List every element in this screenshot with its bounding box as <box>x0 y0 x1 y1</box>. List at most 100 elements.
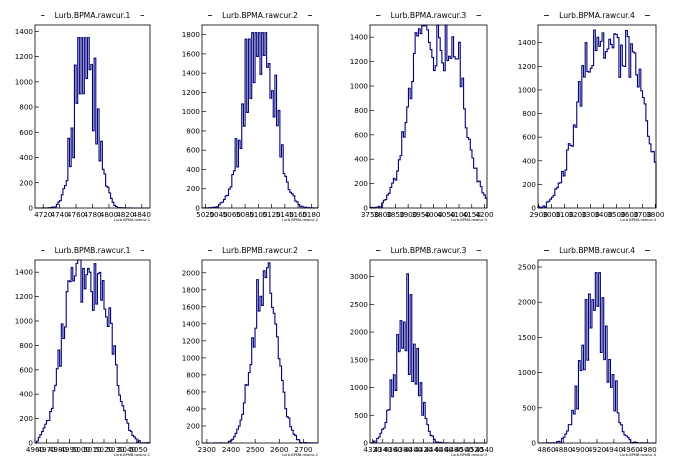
x-tick-label: 4840 <box>133 210 152 219</box>
x-tick-label: 4340 <box>374 445 393 454</box>
x-tick-label: 5160 <box>289 210 308 219</box>
y-tick-label: 2000 <box>518 298 537 307</box>
x-tick-label: 3400 <box>594 210 613 219</box>
x-axis-label: Lurb.BPMB.rawcur.2 <box>282 453 318 457</box>
x-tick-label: 2500 <box>246 445 265 454</box>
x-tick-label: 4960 <box>26 445 45 454</box>
x-tick-label: 5100 <box>249 210 268 219</box>
title-box <box>380 245 477 256</box>
histogram-series <box>369 24 488 209</box>
y-tick-label: 200 <box>186 184 200 193</box>
x-tick-label: 4540 <box>475 445 494 454</box>
x-tick-label: 4380 <box>394 445 413 454</box>
y-tick-label: 200 <box>522 180 536 189</box>
y-tick-label: 0 <box>195 439 200 448</box>
title-box <box>44 10 141 21</box>
histogram-panel-4: Lurb.BPMA.rawcur.4 2900300031003200330034… <box>518 10 665 222</box>
x-tick-label: 4880 <box>554 445 573 454</box>
x-tick-label: 5030 <box>106 445 125 454</box>
y-tick-label: 1200 <box>182 88 201 97</box>
x-tick-label: 3700 <box>633 210 652 219</box>
y-tick-label: 200 <box>19 178 33 187</box>
y-tick-label: 400 <box>186 404 200 413</box>
x-tick-label: 5020 <box>196 210 215 219</box>
y-tick-label: 600 <box>354 130 368 139</box>
y-tick-label: 1400 <box>518 38 537 47</box>
x-tick-label: 5040 <box>209 210 228 219</box>
y-tick-label: 400 <box>354 155 368 164</box>
x-tick-label: 2600 <box>270 445 289 454</box>
chart-title: Lurb.BPMB.rawcur.1 <box>55 246 131 255</box>
plot-frame <box>369 24 488 209</box>
y-tick-label: 400 <box>522 156 536 165</box>
x-tick-label: 4960 <box>622 445 641 454</box>
x-tick-label: 3800 <box>374 210 393 219</box>
y-tick-label: 1000 <box>350 82 369 91</box>
y-tick-label: 600 <box>186 146 200 155</box>
x-tick-label: 4150 <box>463 210 482 219</box>
y-tick-label: 0 <box>363 204 368 213</box>
y-tick-label: 400 <box>19 153 33 162</box>
x-tick-label: 4440 <box>424 445 443 454</box>
title-box <box>380 10 477 21</box>
y-tick-label: 1000 <box>15 77 34 86</box>
x-tick-label: 4990 <box>60 445 79 454</box>
y-tick-label: 500 <box>354 411 368 420</box>
y-tick-label: 1000 <box>15 317 34 326</box>
y-tick-label: 500 <box>522 403 536 412</box>
x-tick-label: 4760 <box>67 210 86 219</box>
x-tick-label: 5140 <box>276 210 295 219</box>
x-tick-label: 4720 <box>34 210 53 219</box>
x-tick-label: 5120 <box>262 210 281 219</box>
y-tick-label: 800 <box>186 126 200 135</box>
x-tick-label: 5020 <box>95 445 114 454</box>
y-tick-label: 800 <box>522 109 536 118</box>
histogram-series <box>537 29 657 209</box>
x-tick-label: 5010 <box>83 445 102 454</box>
chart-title: Lurb.BPMA.rawcur.4 <box>559 11 635 20</box>
y-tick-label: 600 <box>19 128 33 137</box>
x-tick-label: 5050 <box>129 445 148 454</box>
histogram-series <box>202 262 319 444</box>
histogram-panel-2: Lurb.BPMA.rawcur.25020504050605080510051… <box>182 10 321 222</box>
x-tick-label: 4000 <box>424 210 443 219</box>
chart-title: Lurb.BPMB.rawcur.3 <box>391 246 467 255</box>
plot-frame <box>369 259 488 444</box>
x-axis-label: Lurb.BPMA.rawcur.2 <box>282 218 318 222</box>
plot-frame <box>201 24 319 209</box>
plot-frame <box>537 24 657 209</box>
x-tick-label: 4920 <box>588 445 607 454</box>
x-tick-label: 4460 <box>435 445 454 454</box>
y-tick-label: 1400 <box>182 319 201 328</box>
y-tick-label: 2000 <box>350 328 369 337</box>
x-tick-label: 3100 <box>555 210 574 219</box>
y-tick-label: 1200 <box>15 52 34 61</box>
x-tick-label: 4500 <box>455 445 474 454</box>
x-axis-label: Lurb.BPMB.rawcur.3 <box>451 453 487 457</box>
y-tick-label: 1600 <box>182 49 201 58</box>
chart-title: Lurb.BPMA.rawcur.1 <box>55 11 131 20</box>
x-axis-label: Lurb.BPMA.rawcur.1 <box>114 218 150 222</box>
plot-frame <box>201 259 319 444</box>
x-tick-label: 5080 <box>236 210 255 219</box>
histogram-panel-5: Lurb.BPMB.rawcur.14960497049804990500050… <box>15 245 151 457</box>
x-tick-label: 3850 <box>386 210 405 219</box>
y-tick-label: 600 <box>19 365 33 374</box>
histogram-series <box>34 259 151 444</box>
y-tick-label: 800 <box>19 341 33 350</box>
x-tick-label: 4780 <box>83 210 102 219</box>
x-tick-label: 4400 <box>404 445 423 454</box>
y-tick-label: 200 <box>19 414 33 423</box>
y-tick-label: 1400 <box>15 27 34 36</box>
y-tick-label: 0 <box>195 204 200 213</box>
y-tick-label: 1000 <box>518 368 537 377</box>
histogram-panel-7: Lurb.BPMB.rawcur.34320434043604380440044… <box>350 245 494 457</box>
y-tick-label: 200 <box>354 179 368 188</box>
chart-title: Lurb.BPMA.rawcur.2 <box>222 11 298 20</box>
chart-title: Lurb.BPMB.rawcur.2 <box>222 246 298 255</box>
y-tick-label: 800 <box>354 106 368 115</box>
y-tick-label: 1200 <box>518 62 537 71</box>
chart-title: Lurb.BPMB.rawcur.4 <box>559 246 635 255</box>
y-tick-label: 1200 <box>182 336 201 345</box>
y-tick-label: 400 <box>19 390 33 399</box>
